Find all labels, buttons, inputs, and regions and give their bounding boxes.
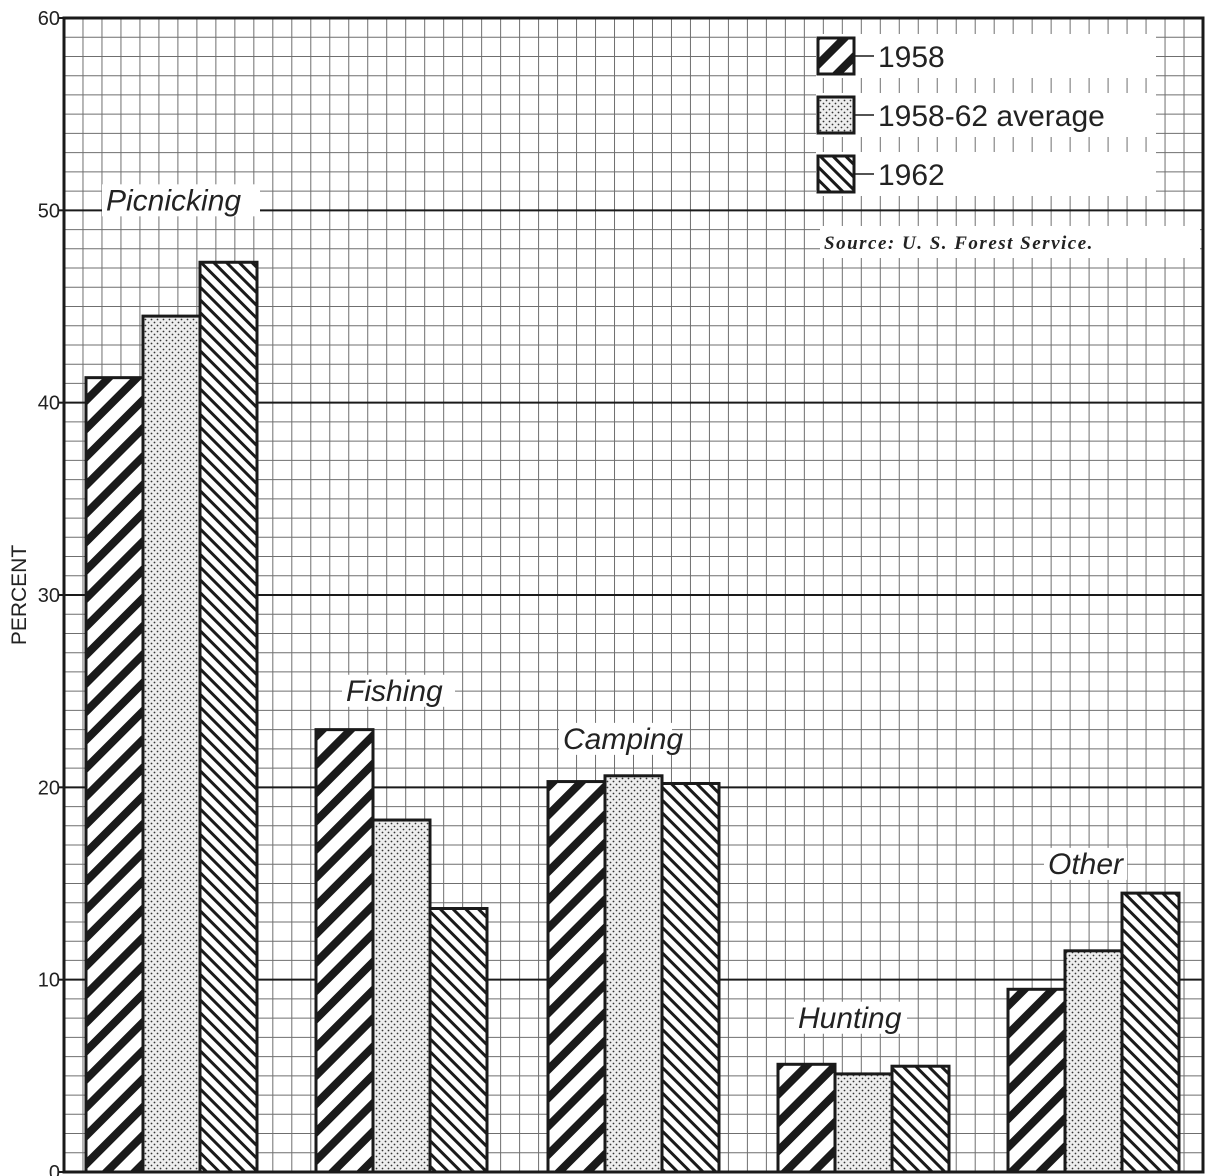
bar-camping-1958	[546, 780, 607, 1174]
category-label-bg	[559, 722, 672, 755]
bar-camping-1958-62-average	[603, 774, 664, 1174]
legend-label: 1962	[878, 159, 945, 192]
source-bg	[820, 226, 1200, 258]
bar-fishing-1958-62-average	[371, 818, 432, 1174]
y-tick-label: 40	[38, 393, 60, 415]
legend-label: 1958-62 average	[878, 100, 1105, 133]
category-label-bg	[102, 184, 260, 217]
category-label-bg	[1044, 847, 1127, 880]
legend-label: 1958	[878, 41, 945, 74]
y-axis: 0 10 20 30 40 50 60 PERCENT	[8, 8, 64, 1176]
bar-fishing-1958	[314, 728, 375, 1174]
bar-hunting-1958-62-average	[833, 1072, 894, 1174]
y-tick-label: 20	[38, 777, 60, 799]
category-label: Picnicking	[106, 184, 241, 217]
bar-picnicking-1958	[84, 376, 145, 1174]
bars	[84, 260, 1181, 1174]
y-tick-label: 10	[38, 970, 60, 992]
category-label-bg	[794, 1001, 907, 1034]
category-label: Fishing	[346, 675, 443, 708]
category-label-bg	[342, 674, 455, 707]
y-axis-title: PERCENT	[8, 545, 31, 646]
category-label: Other	[1048, 848, 1124, 881]
legend-swatch	[816, 95, 856, 135]
bar-hunting-1962	[890, 1064, 951, 1174]
category-labels: Picnicking Fishing Camping Hunting Other	[102, 184, 1127, 1035]
bar-picnicking-1958-62-average	[141, 314, 202, 1174]
category-label: Hunting	[798, 1002, 902, 1035]
legend-swatch	[816, 36, 856, 76]
bar-hunting-1958	[776, 1062, 837, 1174]
y-tick-label: 0	[49, 1162, 60, 1176]
legend-swatch	[816, 154, 856, 194]
bar-picnicking-1962	[198, 260, 259, 1174]
bar-fishing-1962	[428, 907, 489, 1174]
bar-other-1958-62-average	[1063, 949, 1124, 1174]
bar-other-1958	[1006, 987, 1067, 1174]
y-tick-label: 30	[38, 585, 60, 607]
category-label: Camping	[563, 723, 683, 756]
bar-other-1962	[1120, 891, 1181, 1174]
y-tick-label: 50	[38, 200, 60, 222]
bar-camping-1962	[660, 781, 721, 1174]
y-tick-label: 60	[38, 8, 60, 30]
legend: 1958 1958-62 average 1962 Source: U. S. For…	[816, 34, 1200, 258]
source-note: Source: U. S. Forest Service.	[824, 233, 1094, 254]
